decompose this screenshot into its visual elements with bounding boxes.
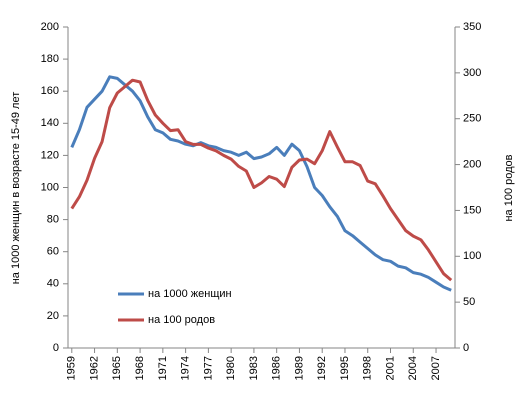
y-tick-label: 60: [47, 246, 59, 258]
x-tick-label: 1986: [271, 356, 283, 380]
y-tick-label: 160: [41, 85, 59, 97]
x-tick-label: 1998: [362, 356, 374, 380]
y-tick-label: 180: [41, 53, 59, 65]
x-tick-label: 2001: [384, 356, 396, 380]
y2-tick-label: 300: [463, 67, 481, 79]
y2-tick-label: 50: [463, 296, 475, 308]
y-tick-label: 0: [53, 342, 59, 354]
x-tick-label: 1995: [339, 356, 351, 380]
y-tick-label: 140: [41, 117, 59, 129]
y-axis-label: на 1000 женщин в возрасте 15-49 лет: [10, 92, 22, 285]
x-tick-label: 1962: [88, 356, 100, 380]
x-tick-label: 1989: [293, 356, 305, 380]
x-tick-label: 1968: [134, 356, 146, 380]
y2-tick-label: 350: [463, 21, 481, 33]
y-tick-label: 80: [47, 214, 59, 226]
x-tick-label: 1992: [316, 356, 328, 380]
y2-axis-label: на 100 родов: [503, 154, 515, 221]
x-tick-label: 1977: [202, 356, 214, 380]
y2-tick-label: 0: [463, 342, 469, 354]
x-tick-label: 1980: [225, 356, 237, 380]
x-tick-label: 1971: [157, 356, 169, 380]
x-tick-label: 1959: [66, 356, 78, 380]
x-tick-label: 1983: [248, 356, 260, 380]
y-tick-label: 200: [41, 21, 59, 33]
y2-tick-label: 200: [463, 158, 481, 170]
series-line: [70, 78, 453, 282]
y-tick-label: 120: [41, 149, 59, 161]
series-line: [70, 75, 452, 292]
y-tick-label: 40: [47, 278, 59, 290]
legend-label: на 100 родов: [148, 314, 215, 326]
x-tick-label: 2004: [407, 356, 419, 380]
legend-label: на 1000 женщин: [148, 288, 232, 300]
x-tick-label: 1965: [111, 356, 123, 380]
x-tick-label: 1974: [180, 356, 192, 380]
y-tick-label: 20: [47, 310, 59, 322]
y2-tick-label: 150: [463, 204, 481, 216]
y-tick-label: 100: [41, 181, 59, 193]
y2-tick-label: 100: [463, 250, 481, 262]
y2-tick-label: 250: [463, 113, 481, 125]
x-tick-label: 2007: [430, 356, 442, 380]
